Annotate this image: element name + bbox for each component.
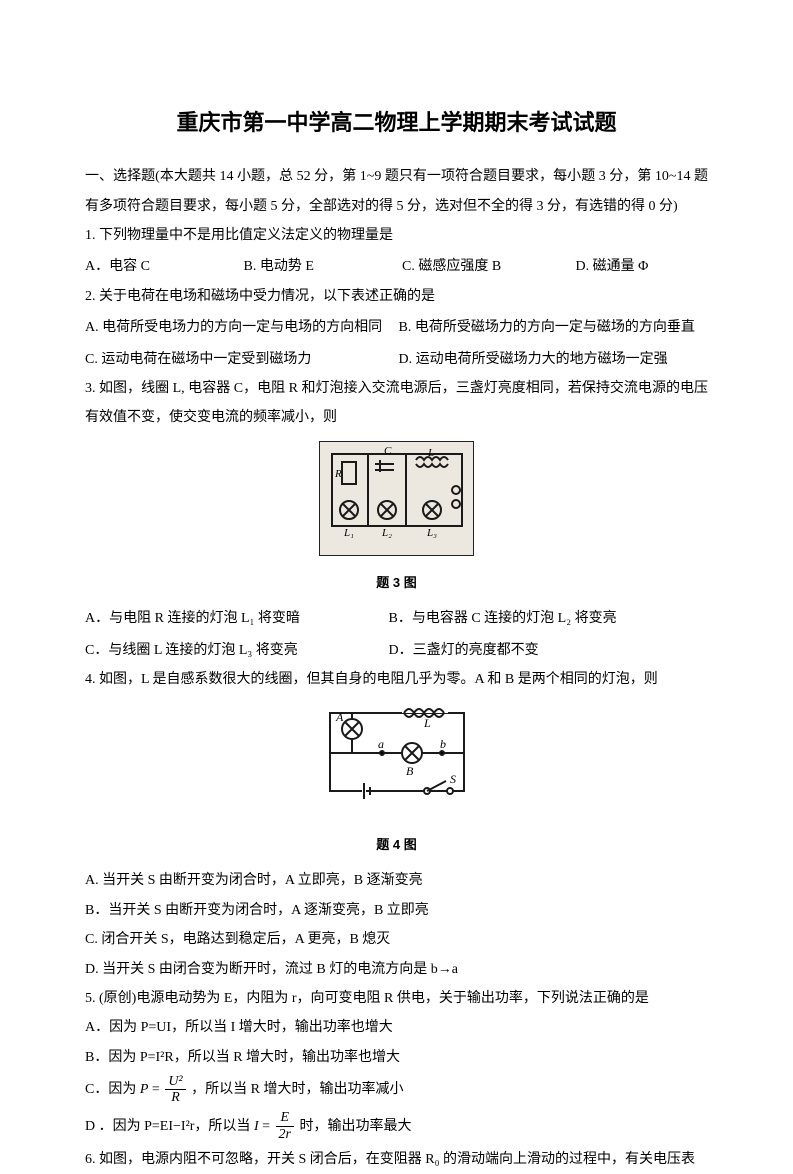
q4-opt-c: C. 闭合开关 S，电路达到稳定后，A 更亮，B 熄灭 (85, 925, 708, 954)
q3-opt-b: B．与电容器 C 连接的灯泡 L₂ 将变亮 (389, 604, 689, 633)
q4-opt-b: B．当开关 S 由断开变为闭合时，A 逐渐变亮，B 立即亮 (85, 896, 708, 925)
q1-opt-b: B. 电动势 E (244, 252, 399, 281)
q5-d-num: E (276, 1110, 294, 1126)
svg-text:L: L (427, 447, 434, 459)
q3-opt-c: C．与线圈 L 连接的灯泡 L₃ 将变亮 (85, 636, 385, 665)
q4-circuit-diagram: A L a b B S (312, 703, 482, 818)
q1-opt-d: D. 磁通量 Φ (576, 252, 649, 281)
q5-opt-d: D ．因为 P=EI−I²r，所以当 I = E 2r 时，输出功率最大 (85, 1109, 708, 1145)
q2-options-row2: C. 运动电荷在磁场中一定受到磁场力 D. 运动电荷所受磁场力大的地方磁场一定强 (85, 345, 708, 374)
q5-d-fraction: E 2r (276, 1110, 294, 1142)
q5-c-fraction: U² R (165, 1074, 185, 1106)
q3-figure: R C L L₁ L₂ L₃ 题 3 图 (85, 441, 708, 599)
q5-c-den: R (165, 1090, 185, 1105)
q5-opt-b: B．因为 P=I²R，所以当 R 增大时，输出功率也增大 (85, 1043, 708, 1072)
q5-c-pre: C．因为 (85, 1082, 136, 1097)
q5-opt-a: A．因为 P=UI，所以当 I 增大时，输出功率也增大 (85, 1013, 708, 1042)
q1-opt-a: A．电容 C (85, 252, 240, 281)
q4-opt-a: A. 当开关 S 由断开变为闭合时，A 立即亮，B 逐渐变亮 (85, 866, 708, 895)
q5-opt-c: C．因为 P = U² R ，所以当 R 增大时，输出功率减小 (85, 1072, 708, 1108)
q4-stem: 4. 如图，L 是自感系数很大的线圈，但其自身的电阻几乎为零。A 和 B 是两个… (85, 665, 708, 694)
svg-text:L₁: L₁ (343, 527, 354, 539)
svg-text:A: A (335, 710, 344, 724)
svg-text:R: R (334, 468, 342, 480)
q4-figure-caption: 题 4 图 (312, 831, 482, 858)
q5-d-pre: D ．因为 P=EI−I²r，所以当 (85, 1119, 250, 1134)
svg-text:L: L (423, 716, 431, 730)
svg-text:L₃: L₃ (426, 527, 437, 539)
q2-opt-c: C. 运动电荷在磁场中一定受到磁场力 (85, 345, 395, 374)
q4-opt-d: D. 当开关 S 由闭合变为断开时，流过 B 灯的电流方向是 b→a (85, 955, 708, 984)
q3-opt-d: D．三盏灯的亮度都不变 (389, 636, 689, 665)
svg-text:a: a (378, 737, 384, 751)
q2-options-row1: A. 电荷所受电场力的方向一定与电场的方向相同 B. 电荷所受磁场力的方向一定与… (85, 313, 708, 342)
q3-circuit-diagram: R C L L₁ L₂ L₃ (319, 441, 474, 556)
page-title: 重庆市第一中学高二物理上学期期末考试试题 (85, 100, 708, 146)
svg-text:b: b (440, 737, 446, 751)
q3-options-row1: A．与电阻 R 连接的灯泡 L₁ 将变暗 B．与电容器 C 连接的灯泡 L₂ 将… (85, 604, 708, 633)
q2-stem: 2. 关于电荷在电场和磁场中受力情况，以下表述正确的是 (85, 282, 708, 311)
q2-opt-a: A. 电荷所受电场力的方向一定与电场的方向相同 (85, 313, 395, 342)
q3-opt-a: A．与电阻 R 连接的灯泡 L₁ 将变暗 (85, 604, 385, 633)
q4-figure: A L a b B S 题 4 图 (85, 703, 708, 861)
q5-c-num: U² (165, 1074, 185, 1090)
q6-stem: 6. 如图，电源内阻不可忽略，开关 S 闭合后，在变阻器 R₀ 的滑动端向上滑动… (85, 1145, 708, 1174)
svg-text:C: C (384, 445, 392, 457)
section-instruction: 一、选择题(本大题共 14 小题，总 52 分，第 1~9 题只有一项符合题目要… (85, 162, 708, 221)
q5-d-post: 时，输出功率最大 (299, 1119, 411, 1134)
q3-figure-caption: 题 3 图 (319, 569, 474, 596)
q3-options-row2: C．与线圈 L 连接的灯泡 L₃ 将变亮 D．三盏灯的亮度都不变 (85, 636, 708, 665)
q1-stem: 1. 下列物理量中不是用比值定义法定义的物理量是 (85, 221, 708, 250)
q2-opt-d: D. 运动电荷所受磁场力大的地方磁场一定强 (399, 345, 668, 374)
svg-text:L₂: L₂ (381, 527, 392, 539)
q2-opt-b: B. 电荷所受磁场力的方向一定与磁场的方向垂直 (399, 313, 695, 342)
svg-text:S: S (450, 772, 456, 786)
q1-opt-c: C. 磁感应强度 B (402, 252, 572, 281)
q5-stem: 5. (原创)电源电动势为 E，内阻为 r，向可变电阻 R 供电，关于输出功率，… (85, 984, 708, 1013)
q5-c-post: ，所以当 R 增大时，输出功率减小 (191, 1082, 403, 1097)
q1-options: A．电容 C B. 电动势 E C. 磁感应强度 B D. 磁通量 Φ (85, 252, 708, 281)
svg-text:B: B (406, 764, 414, 778)
q5-d-den: 2r (276, 1127, 294, 1142)
q3-stem: 3. 如图，线圈 L, 电容器 C，电阻 R 和灯泡接入交流电源后，三盏灯亮度相… (85, 374, 708, 433)
